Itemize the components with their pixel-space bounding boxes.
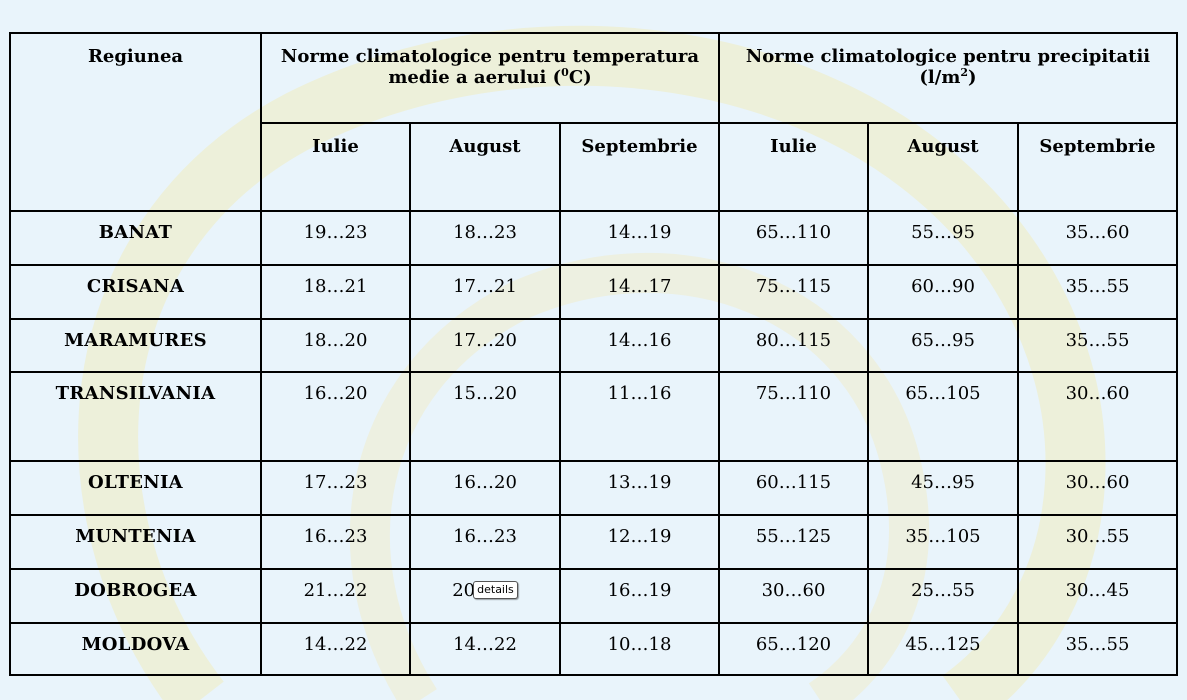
value-cell: 65…105 bbox=[867, 371, 1019, 462]
value-cell: 30…45 bbox=[1017, 568, 1178, 624]
region-cell: MUNTENIA bbox=[9, 514, 262, 570]
value-cell: 35…55 bbox=[1017, 264, 1178, 320]
region-cell: OLTENIA bbox=[9, 460, 262, 516]
value-cell: 30…60 bbox=[1017, 460, 1178, 516]
header-month-temp-september: Septembrie bbox=[559, 122, 720, 212]
value-cell: 18…23 bbox=[409, 210, 561, 266]
value-cell: 35…60 bbox=[1017, 210, 1178, 266]
value-cell: 21…22 bbox=[260, 568, 411, 624]
table-row: OLTENIA 17…23 16…20 13…19 60…115 45…95 3… bbox=[9, 460, 1178, 516]
value-cell: 14…16 bbox=[559, 318, 720, 373]
header-region: Regiunea bbox=[9, 32, 262, 212]
region-cell: MARAMURES bbox=[9, 318, 262, 373]
table-row: DOBROGEA 21…22 20 details 16…19 30…60 25…… bbox=[9, 568, 1178, 624]
value-cell: 12…19 bbox=[559, 514, 720, 570]
value-cell-with-tooltip: 20 details bbox=[409, 568, 561, 624]
value-cell: 14…17 bbox=[559, 264, 720, 320]
value-cell: 10…18 bbox=[559, 622, 720, 676]
header-temperature-group: Norme climatologice pentru temperatura m… bbox=[260, 32, 720, 124]
value-cell: 35…55 bbox=[1017, 318, 1178, 373]
climate-norms-table: Regiunea Norme climatologice pentru temp… bbox=[9, 32, 1178, 676]
value-cell: 65…95 bbox=[867, 318, 1019, 373]
value-cell: 75…115 bbox=[718, 264, 869, 320]
value-cell: 15…20 bbox=[409, 371, 561, 462]
value-cell: 45…125 bbox=[867, 622, 1019, 676]
value-cell: 13…19 bbox=[559, 460, 720, 516]
table-row: BANAT 19…23 18…23 14…19 65…110 55…95 35…… bbox=[9, 210, 1178, 266]
table-row: TRANSILVANIA 16…20 15…20 11…16 75…110 65… bbox=[9, 371, 1178, 462]
region-cell: DOBROGEA bbox=[9, 568, 262, 624]
value-cell: 16…23 bbox=[409, 514, 561, 570]
header-row-groups: Regiunea Norme climatologice pentru temp… bbox=[9, 32, 1178, 212]
value-cell: 14…22 bbox=[260, 622, 411, 676]
value-cell: 75…110 bbox=[718, 371, 869, 462]
table-row: MARAMURES 18…20 17…20 14…16 80…115 65…95… bbox=[9, 318, 1178, 373]
value-cell: 60…90 bbox=[867, 264, 1019, 320]
region-cell: BANAT bbox=[9, 210, 262, 266]
region-cell: CRISANA bbox=[9, 264, 262, 320]
value-cell: 18…20 bbox=[260, 318, 411, 373]
header-month-temp-july: Iulie bbox=[260, 122, 411, 212]
value-cell: 11…16 bbox=[559, 371, 720, 462]
table-row: CRISANA 18…21 17…21 14…17 75…115 60…90 3… bbox=[9, 264, 1178, 320]
value-cell: 16…23 bbox=[260, 514, 411, 570]
value-cell: 35…105 bbox=[867, 514, 1019, 570]
header-month-prec-september: Septembrie bbox=[1017, 122, 1178, 212]
value-cell: 45…95 bbox=[867, 460, 1019, 516]
value-cell: 60…115 bbox=[718, 460, 869, 516]
value-cell: 30…55 bbox=[1017, 514, 1178, 570]
details-tooltip[interactable]: details bbox=[473, 581, 518, 599]
region-cell: TRANSILVANIA bbox=[9, 371, 262, 462]
value-cell: 65…110 bbox=[718, 210, 869, 266]
header-row-months: Iulie August Septembrie Iulie August Sep… bbox=[10, 122, 1178, 212]
value-cell: 14…22 bbox=[409, 622, 561, 676]
value-cell: 30…60 bbox=[1017, 371, 1178, 462]
header-precipitation-group: Norme climatologice pentru precipitatii … bbox=[718, 32, 1178, 124]
value-cell: 14…19 bbox=[559, 210, 720, 266]
value-cell: 18…21 bbox=[260, 264, 411, 320]
header-month-prec-august: August bbox=[867, 122, 1019, 212]
value-cell: 17…20 bbox=[409, 318, 561, 373]
value-cell: 17…23 bbox=[260, 460, 411, 516]
value-cell: 55…95 bbox=[867, 210, 1019, 266]
table-row: MUNTENIA 16…23 16…23 12…19 55…125 35…105… bbox=[9, 514, 1178, 570]
climate-norms-table-container: Regiunea Norme climatologice pentru temp… bbox=[9, 32, 1178, 676]
value-cell: 30…60 bbox=[718, 568, 869, 624]
value-cell-text: 20 bbox=[452, 580, 476, 601]
table-row: MOLDOVA 14…22 14…22 10…18 65…120 45…125 … bbox=[9, 622, 1178, 676]
value-cell: 80…115 bbox=[718, 318, 869, 373]
region-cell: MOLDOVA bbox=[9, 622, 262, 676]
value-cell: 16…20 bbox=[260, 371, 411, 462]
value-cell: 25…55 bbox=[867, 568, 1019, 624]
header-month-prec-july: Iulie bbox=[718, 122, 869, 212]
value-cell: 17…21 bbox=[409, 264, 561, 320]
value-cell: 19…23 bbox=[260, 210, 411, 266]
value-cell: 55…125 bbox=[718, 514, 869, 570]
value-cell: 16…19 bbox=[559, 568, 720, 624]
header-month-temp-august: August bbox=[409, 122, 561, 212]
value-cell: 35…55 bbox=[1017, 622, 1178, 676]
value-cell: 16…20 bbox=[409, 460, 561, 516]
value-cell: 65…120 bbox=[718, 622, 869, 676]
